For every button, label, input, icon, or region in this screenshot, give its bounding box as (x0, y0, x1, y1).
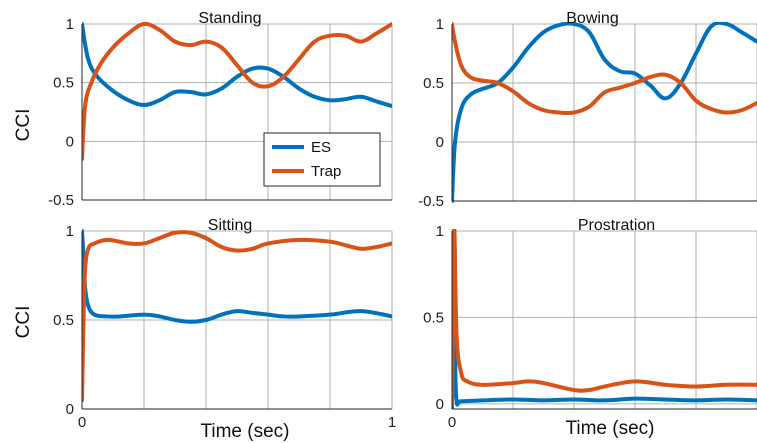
y-tick-label: 0.5 (423, 75, 444, 92)
panels: -0.5 0 0.5 1 Standing -0.5 0 0.5 1 Bowing 0 0.5 1 0 1 S… (48, 10, 757, 431)
legend-es-label: ES (311, 139, 331, 156)
y-tick-label: -0.5 (418, 193, 444, 210)
y-tick-label: 0 (436, 396, 444, 413)
panel-sitting: 0 0.5 1 0 1 Sitting (53, 217, 396, 431)
y-tick-label: 1 (436, 223, 444, 240)
series-line-es (452, 22, 757, 203)
panel-title: Bowing (566, 10, 618, 27)
panel-title: Standing (198, 10, 261, 27)
xlabel-left: Time (sec) (200, 421, 289, 442)
y-tick-label: 0.5 (53, 312, 74, 329)
y-tick-label: 0 (66, 401, 74, 418)
y-tick-label: 0 (66, 133, 74, 150)
x-tick-label: 1 (388, 414, 396, 431)
legend-box (263, 132, 381, 187)
y-tick-label: -0.5 (48, 192, 74, 209)
xlabel-right: Time (sec) (565, 418, 654, 439)
series-line-trap (452, 229, 757, 406)
panel-bowing: -0.5 0 0.5 1 Bowing (418, 10, 757, 210)
plot-area (452, 24, 757, 201)
x-tick-label: 0 (448, 414, 456, 431)
y-tick-label: 1 (436, 16, 444, 33)
plot-area (452, 231, 757, 409)
ylabel-bottom: CCI (13, 306, 34, 339)
series-line-trap (82, 22, 392, 161)
y-tick-label: 1 (66, 16, 74, 33)
panel-title: Prostration (578, 217, 655, 234)
y-tick-label: 0.5 (53, 75, 74, 92)
x-tick-label: 0 (78, 414, 86, 431)
series-line-trap (452, 22, 757, 116)
series-line-trap (82, 230, 392, 403)
y-tick-label: 0.5 (423, 309, 444, 326)
y-tick-label: 0 (436, 134, 444, 151)
legend: ES Trap (263, 132, 381, 187)
panel-prostration: 0 0.5 1 0 Prostration (423, 217, 757, 431)
ylabel-top: CCI (13, 109, 34, 142)
series-line-es (82, 22, 392, 109)
panel-title: Sitting (208, 217, 252, 234)
legend-trap-label: Trap (311, 163, 341, 180)
series-line-es (82, 229, 392, 324)
panel-standing: -0.5 0 0.5 1 Standing (48, 10, 393, 209)
y-tick-label: 1 (66, 223, 74, 240)
